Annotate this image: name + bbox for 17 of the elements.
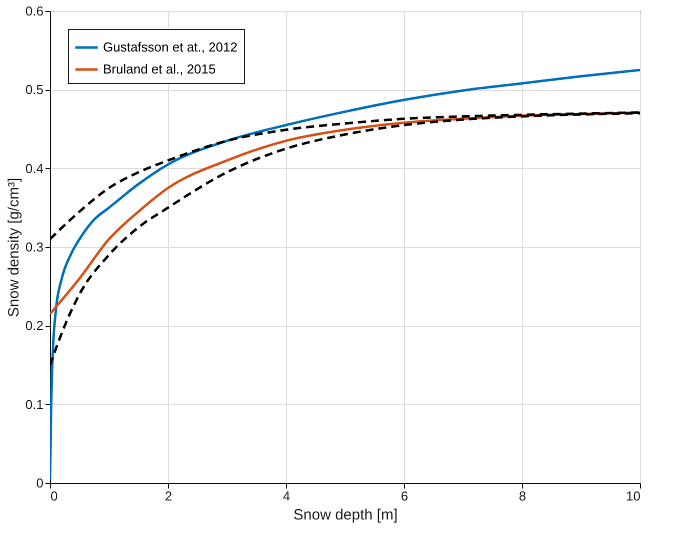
y-tick-label: 0.1 — [25, 396, 44, 412]
legend-label: Bruland et al., 2015 — [103, 62, 216, 76]
x-tick-label: 4 — [282, 488, 290, 504]
x-tick-label: 0 — [50, 488, 58, 504]
y-tick-label: 0.3 — [25, 240, 44, 254]
y-tick-label: 0 — [36, 476, 44, 490]
x-axis-title: Snow depth [m] — [293, 506, 398, 524]
x-tick-label: 10 — [626, 488, 640, 504]
y-tick-label: 0.4 — [25, 160, 44, 176]
x-tick-label: 2 — [164, 488, 172, 504]
x-tick-label: 6 — [400, 488, 408, 504]
y-axis-title: Snow density [g/cm³] — [5, 178, 22, 318]
x-tick-label: 8 — [518, 488, 526, 504]
legend-label: Gustafsson et at., 2012 — [103, 40, 238, 54]
y-tick-label: 0.6 — [25, 4, 44, 18]
y-tick-label: 0.5 — [25, 82, 44, 98]
y-tick-label: 0.2 — [25, 318, 44, 334]
